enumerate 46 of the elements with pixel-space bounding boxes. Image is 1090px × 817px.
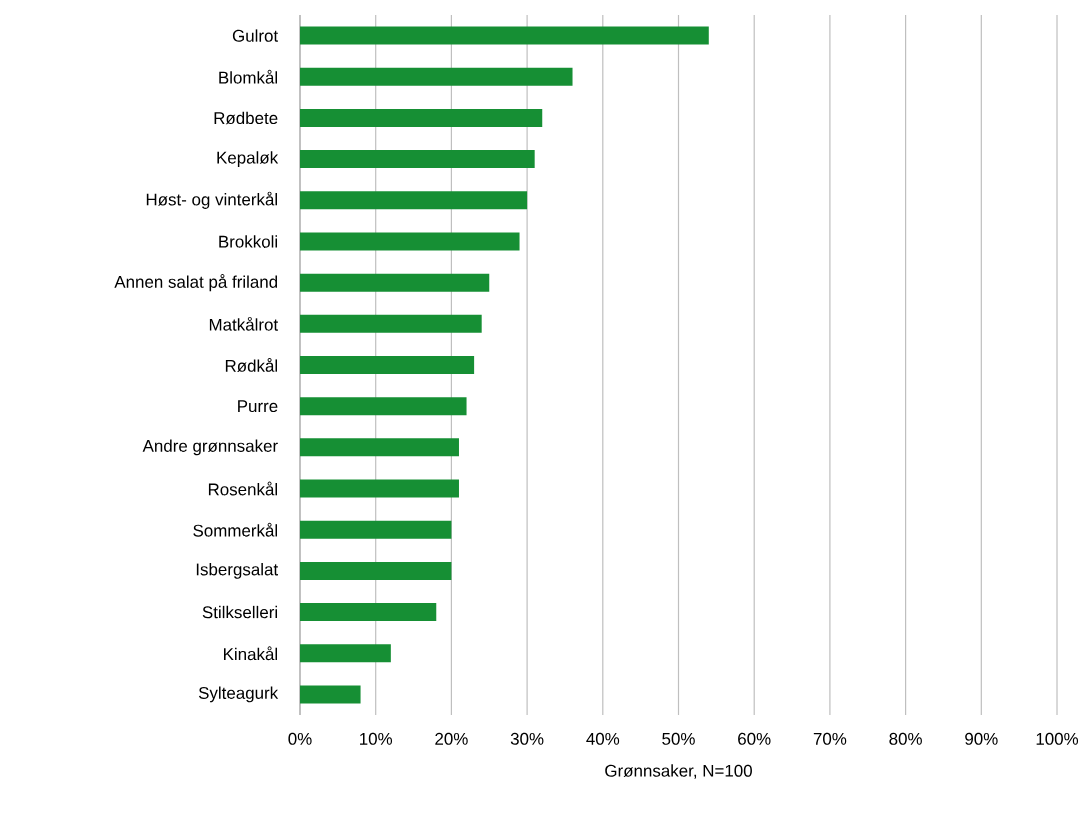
bar: [300, 685, 361, 704]
bar: [300, 520, 452, 539]
y-tick-label: Kepaløk: [217, 151, 279, 168]
y-tick-label: Rødbete: [214, 111, 278, 125]
y-tick-label: Sylteagurk: [198, 686, 279, 703]
bar: [300, 191, 528, 210]
bar: [300, 232, 520, 251]
x-tick-label: 20%: [435, 732, 468, 745]
y-tick-label: Høst- og vinterkål: [146, 191, 277, 209]
x-tick-label: 50%: [662, 732, 695, 745]
bar: [300, 150, 535, 169]
y-tick-label: Rødkål: [225, 358, 278, 372]
bar: [300, 67, 573, 86]
bar: [300, 314, 482, 333]
y-tick-label: Gulrot: [232, 29, 279, 42]
x-tick-label: 0%: [288, 732, 312, 745]
x-tick-label: 90%: [965, 732, 998, 745]
y-tick-label: Sommerkål: [193, 522, 278, 537]
x-tick-label: 60%: [738, 732, 771, 745]
bar: [300, 273, 490, 292]
bar: [300, 397, 467, 416]
y-tick-label: Isbergsalat: [196, 563, 279, 579]
x-tick-label: 10%: [360, 732, 393, 745]
bar: [300, 479, 459, 498]
bar: [300, 603, 437, 622]
bar: [300, 356, 475, 374]
y-tick-label: Andre grønnsaker: [142, 439, 278, 456]
x-tick-label: 30%: [510, 732, 544, 745]
bar: [300, 108, 543, 127]
bar: [300, 438, 459, 457]
bar: [300, 26, 709, 45]
y-tick-label: Blomkål: [219, 69, 278, 84]
y-tick-label: Matkålrot: [209, 316, 279, 331]
y-tick-label: Brokkoli: [219, 235, 278, 248]
y-tick-label: Rosenkål: [208, 481, 277, 496]
x-tick-label: 80%: [889, 732, 922, 745]
y-tick-label: Kinakål: [224, 646, 278, 661]
bar: [300, 561, 452, 580]
x-tick-label: 70%: [813, 732, 847, 745]
x-tick-label: 100%: [1036, 732, 1079, 745]
y-tick-label: Purre: [238, 400, 278, 413]
bar: [300, 644, 391, 663]
x-axis-title: Grønnsaker, N=100: [605, 764, 752, 779]
y-tick-label: Stilkselleri: [202, 605, 277, 619]
y-tick-label: Annen salat på friland: [114, 274, 278, 292]
x-tick-label: 40%: [586, 732, 620, 745]
